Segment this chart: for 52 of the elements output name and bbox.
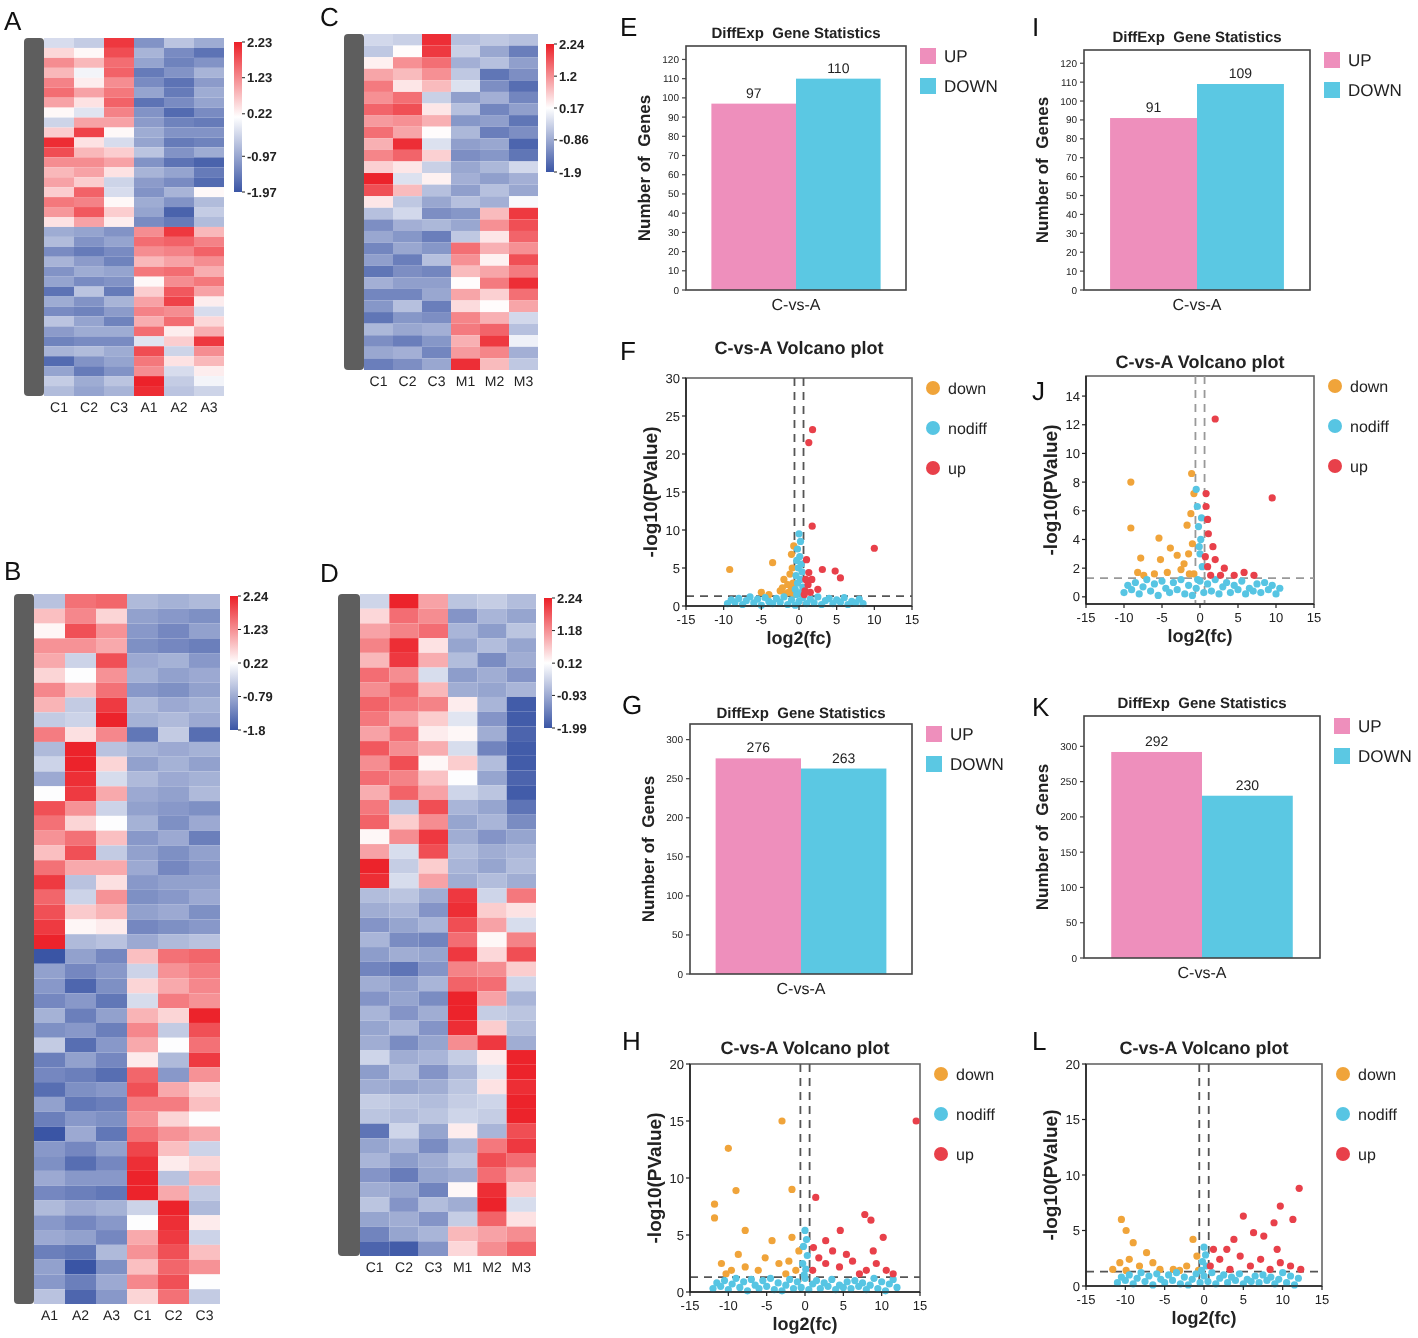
y-axis-title: -log10(PValue) (1040, 424, 1063, 556)
text: C (320, 2, 339, 32)
legend-label: UP (1348, 49, 1373, 70)
legend-label: up (948, 459, 967, 478)
legend-label: nodiff (1358, 1105, 1399, 1124)
y-axis-title: -log10(PValue) (644, 1112, 667, 1244)
x-tick-label: C-vs-A (776, 980, 827, 998)
text: D (320, 558, 339, 588)
chart-title: C-vs-A Volcano plot (1119, 1038, 1289, 1058)
text: E (620, 12, 638, 42)
y-axis-title: -log10(PValue) (640, 426, 663, 558)
text: F (620, 336, 636, 366)
legend-label: nodiff (948, 419, 989, 438)
chart-title: C-vs-A Volcano plot (720, 1038, 890, 1058)
text: I (1032, 12, 1040, 42)
chart-title: C-vs-A Volcano plot (1115, 352, 1285, 372)
x-axis-title: log2(fc) (1167, 626, 1233, 646)
chart-title: C-vs-A Volcano plot (714, 338, 884, 358)
x-axis-title: log2(fc) (1171, 1308, 1237, 1328)
text: H (622, 1026, 641, 1056)
text: A (4, 6, 22, 36)
y-axis-title: Number of Genes (637, 775, 658, 923)
legend-label: nodiff (1350, 417, 1391, 436)
y-axis-title: Number of Genes (1031, 763, 1052, 911)
y-axis-title: Number of Genes (1031, 96, 1052, 244)
legend-label: DOWN (1348, 79, 1402, 100)
text: K (1032, 692, 1050, 722)
text: B (4, 556, 22, 586)
legend-label: down (956, 1065, 995, 1084)
text: J (1032, 376, 1045, 406)
text: L (1032, 1026, 1047, 1056)
x-axis-title: log2(fc) (766, 628, 832, 648)
legend-label: up (956, 1145, 975, 1164)
legend-label: down (1350, 377, 1389, 396)
legend-label: down (1358, 1065, 1397, 1084)
legend-label: nodiff (956, 1105, 997, 1124)
y-axis-title: Number of Genes (633, 94, 654, 242)
legend-label: DOWN (950, 753, 1004, 774)
text: G (622, 690, 643, 720)
legend-label: DOWN (1358, 745, 1412, 766)
legend-label: UP (944, 45, 969, 66)
legend-label: UP (1358, 715, 1383, 736)
legend-label: DOWN (944, 75, 998, 96)
x-tick-label: C-vs-A (771, 296, 822, 314)
legend-label: UP (950, 723, 975, 744)
legend-label: down (948, 379, 987, 398)
x-axis-title: log2(fc) (772, 1314, 838, 1334)
x-tick-label: C-vs-A (1177, 964, 1228, 982)
y-axis-title: -log10(PValue) (1040, 1109, 1063, 1241)
legend-label: up (1350, 457, 1369, 476)
x-tick-label: C-vs-A (1172, 296, 1223, 314)
legend-label: up (1358, 1145, 1377, 1164)
